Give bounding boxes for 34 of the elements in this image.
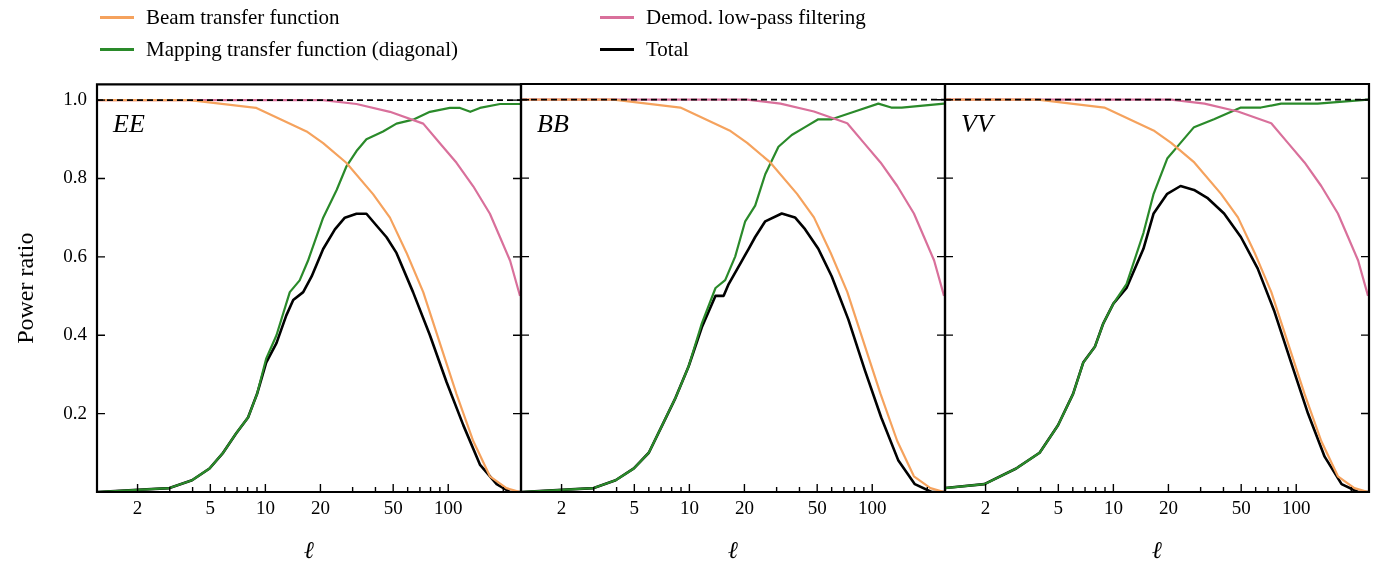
annotation: BB (537, 108, 569, 138)
x-tick-label: 2 (132, 497, 143, 519)
x-axis-title: ℓ (728, 536, 738, 563)
x-tick-label: 10 (1103, 497, 1123, 519)
annotation: VV (961, 108, 996, 138)
x-tick-label: 10 (255, 497, 275, 519)
y-tick-label: 0.2 (63, 401, 87, 423)
x-tick-label: 20 (310, 497, 330, 519)
x-tick-label: 2 (980, 497, 991, 519)
x-tick-label: 100 (433, 497, 463, 519)
y-axis-title: Power ratio (11, 232, 38, 344)
y-tick-label: 1.0 (63, 88, 87, 110)
x-tick-label: 100 (857, 497, 887, 519)
x-tick-label: 10 (679, 497, 699, 519)
y-tick-label: 0.4 (63, 323, 88, 345)
legend-label: Demod. low-pass filtering (646, 4, 866, 30)
x-tick-label: 5 (1053, 497, 1064, 519)
x-tick-label: 20 (734, 497, 754, 519)
legend-label: Total (646, 36, 689, 62)
x-tick-label: 100 (1281, 497, 1311, 519)
y-tick-label: 0.8 (63, 166, 87, 188)
x-tick-label: 5 (205, 497, 216, 519)
x-tick-label: 2 (556, 497, 567, 519)
annotation: EE (112, 109, 145, 139)
x-axis-title: ℓ (304, 536, 314, 563)
x-tick-label: 50 (807, 497, 827, 519)
legend-label: Beam transfer function (146, 4, 340, 30)
y-tick-label: 0.6 (63, 244, 87, 266)
x-axis-title: ℓ (1152, 536, 1162, 563)
x-tick-label: 5 (629, 497, 640, 519)
x-tick-label: 20 (1158, 497, 1178, 519)
x-tick-label: 50 (1231, 497, 1251, 519)
x-tick-label: 50 (383, 497, 403, 519)
legend-label: Mapping transfer function (diagonal) (146, 36, 458, 62)
